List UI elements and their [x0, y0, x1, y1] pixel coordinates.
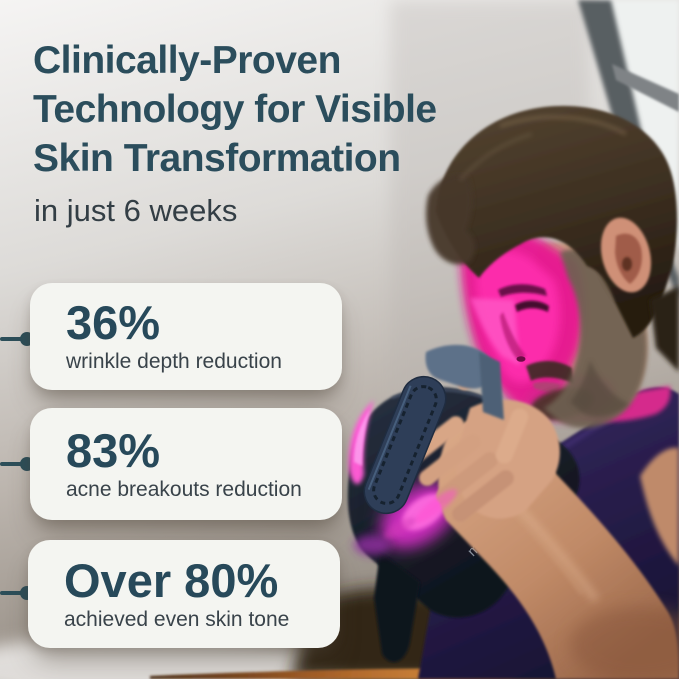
- beard-shadow: [570, 360, 630, 417]
- stat-value: 83%: [66, 423, 161, 477]
- eyebrow: [498, 284, 547, 297]
- device-edge-glow-core: [354, 410, 370, 466]
- connector-line-1: [0, 337, 27, 341]
- headline: Clinically-Proven Technology for Visible…: [33, 36, 503, 183]
- thumb: [495, 408, 529, 464]
- hair-fringe-curl: [426, 174, 475, 265]
- stat-value: 36%: [66, 296, 161, 349]
- nose-shadow: [500, 312, 526, 359]
- mustache: [526, 360, 574, 384]
- finger-2: [419, 434, 481, 486]
- stat-label: wrinkle depth reduction: [66, 350, 282, 373]
- ear-canal: [622, 257, 632, 271]
- stat-label: achieved even skin tone: [64, 607, 290, 631]
- face-glow-core: [475, 249, 560, 383]
- headline-line-2: Technology for Visible: [33, 88, 437, 131]
- upper-arm-skin: [640, 447, 679, 566]
- subtitle: in just 6 weeks: [34, 193, 238, 228]
- window-sash-bar: [612, 64, 679, 112]
- strap-loop-side: [479, 352, 504, 420]
- hand-glow-reflection-2: [384, 517, 416, 539]
- device-tail-strap: [374, 552, 420, 663]
- closed-eye: [515, 300, 549, 312]
- lower-lip: [533, 381, 561, 393]
- nose-glow: [470, 298, 520, 366]
- headline-line-1: Clinically-Proven: [33, 39, 341, 82]
- nostril: [516, 356, 526, 362]
- strap-loop: [425, 344, 495, 389]
- hair-highlight-1: [499, 114, 627, 136]
- device-glow-small: [354, 535, 390, 555]
- strap-pad: [363, 375, 447, 515]
- hair-highlight-2: [458, 132, 533, 182]
- hair-nape: [650, 286, 679, 372]
- finger-4: [452, 470, 514, 522]
- connector-line-3: [0, 591, 27, 595]
- elbow-shadow: [570, 607, 679, 679]
- headline-line-3: Skin Transformation: [33, 137, 401, 180]
- connector-line-2: [0, 462, 27, 466]
- stat-value: Over 80%: [64, 553, 279, 607]
- hand-glow-reflection-1: [415, 489, 457, 523]
- stat-card-skin-tone: Over 80% achieved even skin tone: [28, 540, 340, 648]
- stat-label: acne breakouts reduction: [66, 477, 302, 501]
- stat-card-acne: 83% acne breakouts reduction: [30, 408, 342, 520]
- stat-card-wrinkle: 36% wrinkle depth reduction: [30, 283, 342, 390]
